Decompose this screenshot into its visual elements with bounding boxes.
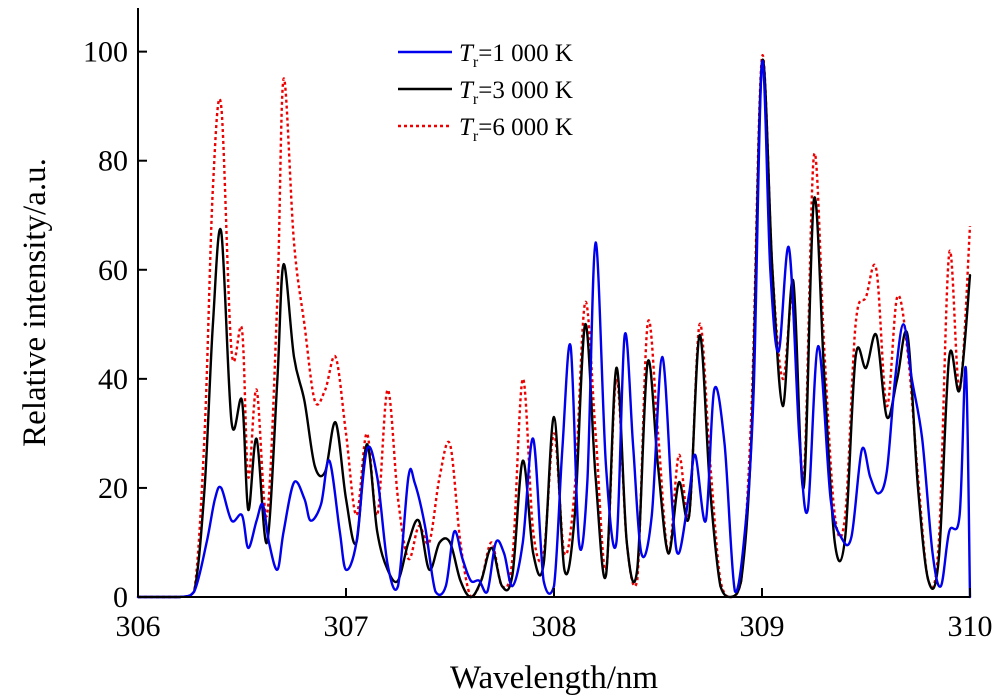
series-line-1 <box>136 59 972 599</box>
legend: Tr=1 000 KTr=3 000 KTr=6 000 K <box>398 40 573 145</box>
x-tick-label-307: 307 <box>324 610 369 643</box>
legend-subscript-1: r <box>473 54 479 71</box>
series-line-3 <box>137 53 972 599</box>
y-tick-label-100: 100 <box>83 36 128 69</box>
legend-value-2: =3 000 K <box>478 77 573 104</box>
x-axis-title: Wavelength/nm <box>450 660 658 696</box>
y-tick-label-0: 0 <box>113 581 128 614</box>
legend-symbol-2: T <box>459 77 475 104</box>
y-axis-title: Relative intensity/a.u. <box>17 158 53 447</box>
legend-label-1: Tr=1 000 K <box>459 40 573 71</box>
x-tick-label-310: 310 <box>948 610 993 643</box>
y-tick-label-80: 80 <box>98 145 128 178</box>
legend-symbol-1: T <box>459 40 475 67</box>
legend-label-2: Tr=3 000 K <box>459 77 573 108</box>
legend-value-1: =1 000 K <box>478 40 573 67</box>
y-tick-label-60: 60 <box>98 254 128 287</box>
legend-value-3: =6 000 K <box>478 114 573 141</box>
legend-symbol-3: T <box>459 114 475 141</box>
x-tick-label-306: 306 <box>116 610 161 643</box>
y-tick-label-40: 40 <box>98 363 128 396</box>
legend-subscript-3: r <box>473 128 479 145</box>
series-layer <box>136 53 972 599</box>
legend-label-3: Tr=6 000 K <box>459 114 573 145</box>
legend-subscript-2: r <box>473 91 479 108</box>
x-tick-label-308: 308 <box>532 610 577 643</box>
x-tick-label-309: 309 <box>740 610 785 643</box>
ticks-layer: 306 307 308 309 310 0 20 40 60 80 100 <box>83 36 993 643</box>
y-tick-label-20: 20 <box>98 472 128 505</box>
